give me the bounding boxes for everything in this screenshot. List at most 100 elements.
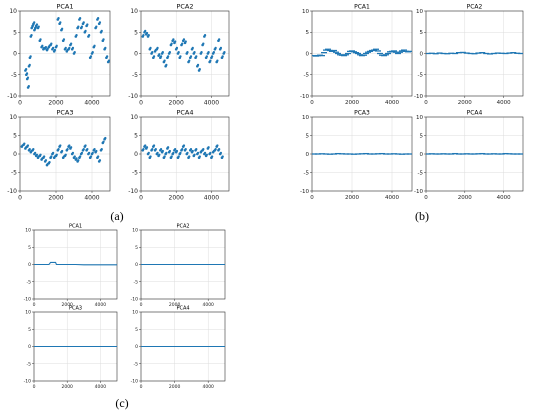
x-tick-label: 2000 xyxy=(169,195,184,202)
data-point xyxy=(221,55,224,58)
y-tick-label: 0 xyxy=(13,151,17,158)
subplot-title: PCA1 xyxy=(354,4,370,11)
data-point xyxy=(144,29,147,33)
y-tick-label: 10 xyxy=(130,114,138,121)
data-point xyxy=(161,149,164,153)
data-point xyxy=(71,151,75,155)
data-point xyxy=(158,153,161,156)
data-point xyxy=(175,149,179,153)
data-point xyxy=(95,25,98,28)
data-point xyxy=(152,55,156,58)
data-point xyxy=(152,144,156,147)
data-point xyxy=(195,148,198,151)
data-point xyxy=(50,42,53,45)
data-point xyxy=(217,148,221,151)
data-point xyxy=(173,148,177,151)
x-tick-label: 2000 xyxy=(169,100,184,107)
subplot-title: PCA2 xyxy=(467,4,483,11)
data-point xyxy=(196,151,200,155)
x-tick-label: 0 xyxy=(18,100,22,107)
data-point xyxy=(44,159,48,162)
x-tick-label: 2000 xyxy=(48,195,63,202)
y-tick-label: -5 xyxy=(418,170,424,176)
data-point xyxy=(145,146,149,149)
y-tick-label: -5 xyxy=(304,73,310,79)
y-tick-label: 0 xyxy=(13,51,17,58)
data-point xyxy=(159,55,163,58)
data-point xyxy=(189,148,193,151)
data-marks xyxy=(312,48,412,57)
data-point xyxy=(161,51,164,54)
data-point xyxy=(93,148,96,151)
data-point xyxy=(144,144,147,147)
data-point xyxy=(73,51,76,54)
data-point xyxy=(35,23,39,26)
data-point xyxy=(107,59,110,62)
y-tick-label: 0 xyxy=(420,152,424,158)
data-point xyxy=(39,38,42,41)
y-tick-label: 10 xyxy=(302,115,309,121)
x-tick-label: 2000 xyxy=(458,100,472,106)
data-point xyxy=(78,17,82,20)
data-point xyxy=(23,142,26,145)
data-point xyxy=(142,148,145,151)
data-point xyxy=(60,27,64,31)
y-tick-label: -5 xyxy=(27,361,32,367)
data-point xyxy=(86,23,89,26)
subplot-title: PCA4 xyxy=(176,306,189,312)
series-line xyxy=(34,261,117,266)
x-tick-label: 2000 xyxy=(48,100,63,107)
data-point xyxy=(26,144,30,147)
data-point xyxy=(200,51,203,54)
data-point xyxy=(181,42,184,45)
data-point xyxy=(205,153,208,156)
data-point xyxy=(25,72,29,75)
data-point xyxy=(93,44,96,48)
x-tick-label: 2000 xyxy=(345,100,359,106)
x-tick-label: 4000 xyxy=(202,302,214,308)
y-tick-label: -5 xyxy=(134,279,139,285)
subplot-title: PCA3 xyxy=(69,306,82,312)
x-tick-label: 2000 xyxy=(169,302,181,308)
data-point xyxy=(219,46,223,50)
data-point xyxy=(145,31,149,35)
data-point xyxy=(59,21,62,24)
data-point xyxy=(151,51,154,54)
y-tick-label: -10 xyxy=(7,93,17,100)
x-tick-label: 4000 xyxy=(204,100,219,107)
y-tick-label: -5 xyxy=(11,170,17,177)
data-point xyxy=(210,55,214,58)
data-point xyxy=(209,59,212,62)
data-point xyxy=(87,151,91,155)
data-point xyxy=(179,151,182,155)
data-point xyxy=(102,38,105,41)
data-point xyxy=(28,63,31,67)
y-tick-label: 10 xyxy=(130,8,138,15)
data-point xyxy=(32,148,35,151)
data-point xyxy=(91,151,94,155)
subplot-title: PCA2 xyxy=(176,224,189,230)
data-point xyxy=(57,148,60,151)
data-point xyxy=(182,38,186,41)
data-point xyxy=(62,38,66,41)
y-tick-label: 5 xyxy=(420,30,424,36)
data-marks xyxy=(34,261,117,266)
data-point xyxy=(184,40,187,43)
data-point xyxy=(53,48,57,52)
data-point xyxy=(82,21,85,24)
panel-label-b: (b) xyxy=(415,209,429,223)
data-point xyxy=(205,55,208,58)
data-point xyxy=(66,148,69,151)
data-point xyxy=(170,42,173,45)
y-tick-label: -10 xyxy=(131,297,138,303)
data-point xyxy=(166,55,170,58)
data-point xyxy=(27,85,30,88)
data-point xyxy=(221,155,224,158)
x-tick-label: 4000 xyxy=(385,195,399,201)
x-tick-label: 4000 xyxy=(497,195,511,201)
subplot-title: PCA4 xyxy=(467,110,483,117)
data-point xyxy=(95,149,98,153)
data-point xyxy=(44,45,48,49)
